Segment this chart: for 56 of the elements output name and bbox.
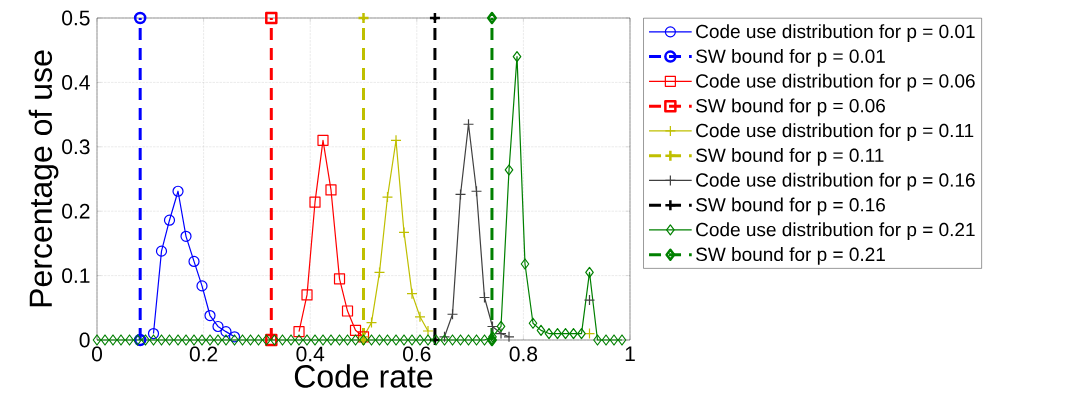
- x-tick-label: 0: [91, 346, 103, 362]
- x-axis-title: Code rate: [294, 364, 433, 388]
- legend-label: SW bound for p = 0.01: [696, 48, 885, 67]
- point: [462, 118, 475, 130]
- point: [265, 11, 278, 25]
- point: [196, 280, 208, 292]
- point: [333, 273, 346, 285]
- point: [317, 134, 329, 146]
- x-tick-label: 0.2: [189, 346, 218, 362]
- legend-label: SW bound for p = 0.11: [696, 148, 884, 166]
- x-tick-label: 0.8: [509, 346, 538, 362]
- point: [583, 294, 596, 306]
- y-axis-title: Percentage of use: [28, 50, 59, 307]
- y-tick-label: 0.4: [62, 74, 90, 90]
- legend-label: SW bound for p = 0.21: [696, 247, 885, 265]
- x-tick-label: 0.6: [403, 346, 431, 362]
- point: [341, 305, 354, 317]
- point: [172, 185, 184, 197]
- point: [470, 185, 483, 197]
- legend-label: Code use distribution for p = 0.01: [696, 24, 975, 42]
- legend-label: Code use distribution for p = 0.16: [696, 172, 975, 191]
- x-tick-label: 0.4: [296, 346, 325, 362]
- point: [180, 230, 192, 242]
- point: [309, 196, 321, 208]
- point: [503, 331, 515, 343]
- point: [478, 291, 491, 304]
- point: [446, 308, 459, 320]
- y-tick-label: 0.3: [62, 139, 90, 155]
- point: [212, 320, 224, 333]
- y-tick-label: 0.1: [62, 268, 90, 284]
- point: [204, 309, 216, 322]
- legend-label: Code use distribution for p = 0.11: [696, 123, 974, 141]
- point: [454, 188, 467, 201]
- point: [486, 333, 497, 347]
- y-tick-label: 0: [79, 332, 90, 348]
- point: [188, 255, 200, 268]
- point: [583, 327, 596, 340]
- point: [486, 11, 497, 25]
- point: [155, 245, 168, 257]
- legend-label: SW bound for p = 0.16: [696, 197, 885, 216]
- point: [325, 184, 337, 196]
- point: [147, 327, 160, 340]
- point: [301, 289, 313, 301]
- y-tick-label: 0.5: [62, 10, 90, 26]
- point: [293, 326, 305, 338]
- x-tick-label: 1: [625, 346, 635, 361]
- legend-label: Code use distribution for p = 0.21: [696, 222, 975, 241]
- point: [357, 11, 370, 25]
- point: [133, 11, 147, 25]
- point: [428, 11, 442, 25]
- point: [163, 214, 176, 226]
- legend-label: Code use distribution for p = 0.06: [696, 73, 975, 92]
- legend-label: SW bound for p = 0.06: [696, 98, 885, 117]
- y-tick-label: 0.2: [62, 203, 90, 219]
- point: [495, 327, 507, 340]
- point: [349, 324, 362, 336]
